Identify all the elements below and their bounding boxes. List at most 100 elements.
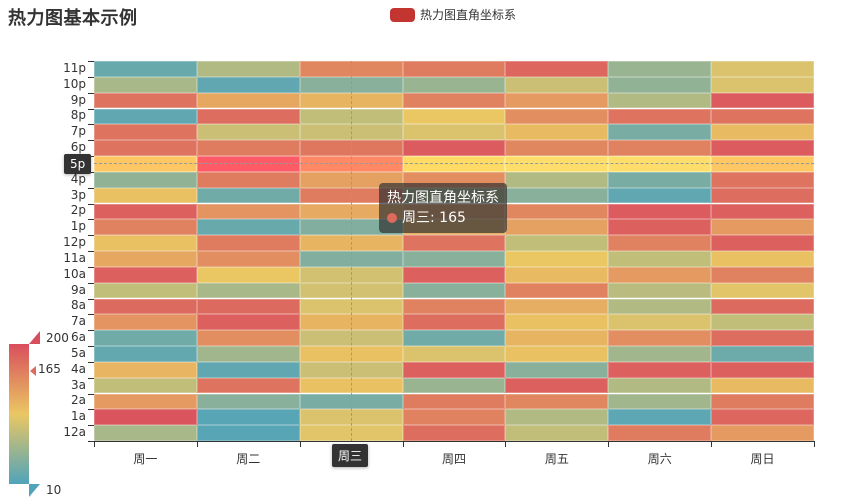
heatmap-cell[interactable] (505, 124, 609, 141)
heatmap-cell[interactable] (711, 219, 814, 236)
heatmap-cell[interactable] (196, 124, 300, 141)
heatmap-cell[interactable] (608, 251, 712, 267)
heatmap-cell[interactable] (402, 425, 506, 441)
heatmap-cell[interactable] (711, 140, 814, 156)
heatmap-cell[interactable] (505, 92, 609, 109)
heatmap-cell[interactable] (402, 346, 506, 362)
heatmap-cell[interactable] (711, 298, 814, 315)
heatmap-cell[interactable] (505, 251, 609, 267)
heatmap-cell[interactable] (505, 314, 609, 331)
heatmap-cell[interactable] (94, 346, 197, 362)
heatmap-cell[interactable] (94, 203, 197, 220)
heatmap-cell[interactable] (711, 409, 814, 426)
heatmap-cell[interactable] (402, 251, 506, 267)
heatmap-cell[interactable] (608, 235, 712, 251)
heatmap-cell[interactable] (711, 377, 814, 394)
heatmap-cell[interactable] (196, 377, 300, 394)
heatmap-cell[interactable] (196, 235, 300, 251)
heatmap-cell[interactable] (608, 393, 712, 410)
legend-item[interactable]: 热力图直角坐标系 (390, 6, 516, 23)
heatmap-cell[interactable] (608, 282, 712, 299)
heatmap-cell[interactable] (196, 108, 300, 125)
heatmap-cell[interactable] (505, 377, 609, 394)
visual-map-min-handle-icon[interactable] (29, 484, 40, 497)
heatmap-cell[interactable] (402, 282, 506, 299)
heatmap-cell[interactable] (196, 282, 300, 299)
heatmap-cell[interactable] (711, 282, 814, 299)
heatmap-cell[interactable] (94, 187, 197, 204)
heatmap-cell[interactable] (505, 282, 609, 299)
heatmap-cell[interactable] (94, 124, 197, 141)
heatmap-cell[interactable] (94, 409, 197, 426)
heatmap-cell[interactable] (711, 187, 814, 204)
heatmap-cell[interactable] (196, 76, 300, 93)
heatmap-cell[interactable] (94, 61, 197, 77)
heatmap-cell[interactable] (94, 235, 197, 251)
heatmap-cell[interactable] (196, 140, 300, 156)
heatmap-cell[interactable] (505, 298, 609, 315)
heatmap-cell[interactable] (402, 61, 506, 77)
heatmap-cell[interactable] (94, 219, 197, 236)
heatmap-cell[interactable] (94, 377, 197, 394)
heatmap-cell[interactable] (505, 409, 609, 426)
heatmap-cell[interactable] (608, 61, 712, 77)
heatmap-cell[interactable] (505, 108, 609, 125)
heatmap-cell[interactable] (94, 298, 197, 315)
heatmap-cell[interactable] (608, 76, 712, 93)
heatmap-cell[interactable] (196, 346, 300, 362)
heatmap-cell[interactable] (505, 235, 609, 251)
heatmap-cell[interactable] (608, 425, 712, 441)
heatmap-cell[interactable] (711, 76, 814, 93)
heatmap-cell[interactable] (608, 171, 712, 188)
heatmap-cell[interactable] (94, 361, 197, 378)
heatmap-cell[interactable] (608, 330, 712, 346)
heatmap-cell[interactable] (608, 314, 712, 331)
heatmap-cell[interactable] (505, 266, 609, 283)
heatmap-cell[interactable] (608, 298, 712, 315)
heatmap-cell[interactable] (402, 266, 506, 283)
heatmap-cell[interactable] (402, 361, 506, 378)
heatmap-cell[interactable] (196, 92, 300, 109)
heatmap-cell[interactable] (608, 266, 712, 283)
heatmap-cell[interactable] (505, 425, 609, 441)
heatmap-cell[interactable] (196, 361, 300, 378)
heatmap-cell[interactable] (402, 314, 506, 331)
heatmap-cell[interactable] (711, 203, 814, 220)
heatmap-cell[interactable] (196, 61, 300, 77)
heatmap-cell[interactable] (94, 92, 197, 109)
heatmap-cell[interactable] (196, 425, 300, 441)
heatmap-cell[interactable] (196, 187, 300, 204)
heatmap-cell[interactable] (402, 124, 506, 141)
heatmap-cell[interactable] (711, 346, 814, 362)
heatmap-cell[interactable] (608, 377, 712, 394)
heatmap-cell[interactable] (711, 235, 814, 251)
heatmap-cell[interactable] (196, 251, 300, 267)
heatmap-cell[interactable] (94, 266, 197, 283)
heatmap-cell[interactable] (608, 140, 712, 156)
heatmap-cell[interactable] (711, 124, 814, 141)
heatmap-grid[interactable] (94, 61, 814, 441)
heatmap-cell[interactable] (505, 61, 609, 77)
heatmap-cell[interactable] (711, 251, 814, 267)
heatmap-cell[interactable] (402, 298, 506, 315)
heatmap-cell[interactable] (94, 251, 197, 267)
heatmap-cell[interactable] (711, 266, 814, 283)
heatmap-cell[interactable] (608, 219, 712, 236)
heatmap-cell[interactable] (94, 76, 197, 93)
heatmap-cell[interactable] (402, 92, 506, 109)
heatmap-cell[interactable] (196, 393, 300, 410)
heatmap-cell[interactable] (608, 346, 712, 362)
heatmap-cell[interactable] (94, 330, 197, 346)
heatmap-cell[interactable] (196, 314, 300, 331)
heatmap-cell[interactable] (711, 393, 814, 410)
heatmap-cell[interactable] (402, 108, 506, 125)
heatmap-cell[interactable] (711, 108, 814, 125)
heatmap-cell[interactable] (505, 140, 609, 156)
heatmap-cell[interactable] (505, 76, 609, 93)
heatmap-cell[interactable] (196, 409, 300, 426)
heatmap-cell[interactable] (402, 140, 506, 156)
heatmap-cell[interactable] (711, 361, 814, 378)
heatmap-cell[interactable] (711, 330, 814, 346)
heatmap-cell[interactable] (94, 171, 197, 188)
visual-map-max-handle-icon[interactable] (29, 331, 40, 344)
